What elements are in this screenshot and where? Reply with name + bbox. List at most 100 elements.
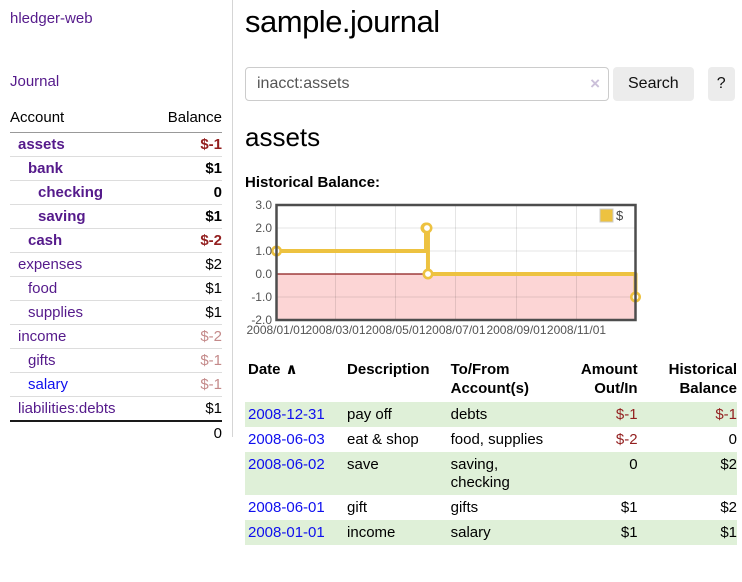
register-header-account-line2: Account(s)	[450, 380, 529, 397]
transaction-date-link[interactable]: 2008-01-01	[248, 524, 325, 541]
register-body: 2008-12-31 pay off debts $-1 $-1 2008-06-03 ea…	[245, 402, 737, 545]
account-balance: $-2	[150, 228, 222, 253]
account-row: liabilities:debts $1	[10, 396, 222, 422]
sort-asc-icon: ∧	[285, 361, 298, 378]
register-balance-cell: $2	[720, 456, 737, 473]
register-header-date[interactable]: Date ∧	[245, 360, 347, 402]
account-link-supplies[interactable]: supplies	[28, 304, 84, 321]
account-link-liabilities-debts[interactable]: liabilities:debts	[18, 400, 116, 417]
y-axis-tick: 3.0	[255, 198, 272, 212]
sidebar: hledger-web Journal Account Balance asse…	[0, 0, 233, 445]
register-header-amount-line1: Amount	[580, 361, 638, 378]
register-date-cell: 2008-06-03	[245, 427, 347, 452]
search-button[interactable]: Search	[613, 67, 694, 101]
register-header-account: To/From Account(s)	[451, 360, 551, 402]
account-link-bank[interactable]: bank	[28, 160, 64, 177]
account-cell: saving	[10, 204, 151, 229]
register-description-cell: eat & shop	[347, 431, 419, 448]
account-link-assets[interactable]: assets	[18, 136, 65, 153]
accounts-total-row: 0	[10, 420, 222, 445]
y-axis-tick: 0.0	[255, 267, 272, 281]
account-link-gifts[interactable]: gifts	[28, 352, 56, 369]
chart-border	[275, 203, 637, 322]
transaction-date-link[interactable]: 2008-06-02	[248, 456, 325, 473]
account-link-salary[interactable]: salary	[28, 376, 69, 393]
account-row: saving $1	[10, 204, 222, 229]
account-link-food[interactable]: food	[28, 280, 58, 297]
register-row: 2008-06-01 gift gifts $1 $2	[245, 495, 737, 520]
register-description-cell: pay off	[347, 406, 392, 423]
register-date-cell: 2008-06-02	[245, 452, 347, 495]
register-balance-cell: $1	[720, 524, 737, 541]
x-axis-tick: 2008/01/01	[246, 323, 306, 337]
search-input[interactable]	[245, 67, 609, 101]
account-cell: cash	[10, 228, 151, 253]
x-axis-tick: 2008/11/01	[547, 323, 606, 337]
account-row: salary $-1	[10, 372, 222, 397]
help-button[interactable]: ?	[707, 67, 735, 101]
y-axis-tick: 2.0	[255, 221, 272, 235]
account-balance: $1	[150, 396, 222, 422]
register-accounts-cell: salary	[450, 524, 491, 541]
y-axis-tick: 1.0	[255, 244, 272, 258]
register-balance-cell: $-1	[715, 406, 737, 423]
account-link-checking[interactable]: checking	[38, 184, 104, 201]
account-link-cash[interactable]: cash	[28, 232, 63, 249]
accounts-table: Account Balance assets $-1 bank $1 checking 0…	[10, 105, 222, 445]
historical-balance-chart: $3.0 2.0 1.0 0.0 -1.0 -2.0 2008/01/01 2008/03/0…	[245, 198, 737, 340]
account-row: supplies $1	[10, 300, 222, 325]
chart-negative-region	[276, 274, 636, 320]
search-input-wrap: ×	[245, 67, 609, 101]
clear-search-icon[interactable]: ×	[590, 74, 600, 93]
register-row: 2008-06-02 save saving, checking 0 $2	[245, 452, 737, 495]
account-balance: $1	[150, 300, 222, 325]
register-row: 2008-01-01 income salary $1 $1	[245, 520, 737, 545]
register-description-cell: income	[347, 524, 396, 541]
account-row: expenses $2	[10, 252, 222, 277]
register-description-cell: gift	[347, 499, 368, 516]
register-header-balance: Historical Balance	[638, 360, 737, 402]
account-cell: assets	[10, 132, 151, 157]
register-date-cell: 2008-01-01	[245, 520, 347, 545]
account-link-income[interactable]: income	[18, 328, 67, 345]
transaction-date-link[interactable]: 2008-06-03	[248, 431, 325, 448]
register-amount-cell: $1	[620, 524, 638, 541]
legend-swatch	[599, 208, 614, 223]
register-accounts-cell: saving, checking	[450, 456, 510, 491]
page-title: sample.journal	[245, 4, 440, 39]
account-cell: income	[10, 324, 151, 349]
account-cell: liabilities:debts	[10, 396, 151, 422]
app-title-link[interactable]: hledger-web	[10, 10, 93, 27]
nav-journal-link[interactable]: Journal	[10, 73, 60, 90]
account-link-expenses[interactable]: expenses	[18, 256, 83, 273]
register-header-date-label: Date	[248, 361, 281, 378]
register-row: 2008-06-03 eat & shop food, supplies $-2 0	[245, 427, 737, 452]
account-row: gifts $-1	[10, 348, 222, 373]
account-cell: bank	[10, 156, 151, 181]
account-row: income $-2	[10, 324, 222, 349]
x-axis-tick: 2008/03/01	[305, 323, 365, 337]
account-row: assets $-1	[10, 132, 222, 157]
account-link-saving[interactable]: saving	[38, 208, 86, 225]
register-header-description: Description	[347, 361, 430, 378]
legend-label: $	[616, 208, 624, 223]
register-header-amount: Amount Out/In	[550, 360, 638, 402]
x-axis-tick: 2008/07/01	[425, 323, 485, 337]
account-row: cash $-2	[10, 228, 222, 253]
register-header-account-line1: To/From	[450, 361, 510, 378]
transaction-date-link[interactable]: 2008-12-31	[248, 406, 325, 423]
register-row: 2008-12-31 pay off debts $-1 $-1	[245, 402, 737, 427]
account-balance: $-2	[150, 324, 222, 349]
register-balance-cell: 0	[728, 431, 737, 448]
data-point-marker	[422, 268, 434, 280]
accounts-total-value: 0	[150, 420, 222, 445]
register-accounts-cell: food, supplies	[450, 431, 544, 448]
transaction-date-link[interactable]: 2008-06-01	[248, 499, 325, 516]
register-accounts-cell: gifts	[450, 499, 479, 516]
register-amount-cell: $1	[620, 499, 638, 516]
accounts-header-account: Account	[10, 105, 151, 133]
register-header-amount-line2: Out/In	[594, 380, 638, 397]
register-header-row: Date ∧ Description To/From Account(s) Amo…	[245, 360, 737, 402]
account-row: food $1	[10, 276, 222, 301]
register-description-cell: save	[347, 456, 379, 473]
